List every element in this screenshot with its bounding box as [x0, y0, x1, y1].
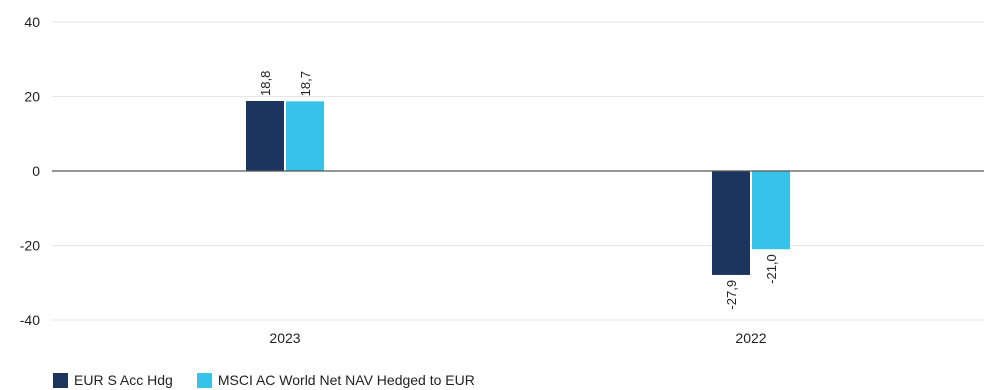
y-tick-label: 20: [24, 89, 40, 105]
data-label: 18,8: [258, 71, 273, 96]
data-label: -21,0: [764, 254, 779, 284]
bar: [752, 171, 790, 250]
data-label: 18,7: [298, 71, 313, 96]
bar: [712, 171, 750, 275]
x-tick-label: 2022: [735, 330, 766, 346]
legend-item-eur-s-acc-hdg: EUR S Acc Hdg: [53, 372, 173, 388]
data-label: -27,9: [724, 280, 739, 310]
legend-item-msci-ac-world: MSCI AC World Net NAV Hedged to EUR: [196, 372, 475, 388]
y-tick-label: 0: [32, 163, 40, 179]
chart-legend: EUR S Acc Hdg MSCI AC World Net NAV Hedg…: [53, 372, 499, 388]
y-tick-label: 40: [24, 14, 40, 30]
legend-swatch-eur-s-acc-hdg: [53, 372, 68, 388]
legend-label-msci-ac-world: MSCI AC World Net NAV Hedged to EUR: [217, 372, 475, 388]
y-tick-label: -40: [20, 312, 40, 328]
x-tick-label: 2023: [269, 330, 300, 346]
bar: [286, 101, 324, 171]
bar-chart: 40 20 0 -20 -40 18,8 18,7 2023 -27,9 -21,0 2022: [20, 14, 984, 346]
legend-swatch-msci-ac-world: [196, 372, 212, 388]
y-tick-label: -20: [20, 238, 40, 254]
legend-label-eur-s-acc-hdg: EUR S Acc Hdg: [74, 372, 173, 388]
bar: [246, 100, 284, 171]
